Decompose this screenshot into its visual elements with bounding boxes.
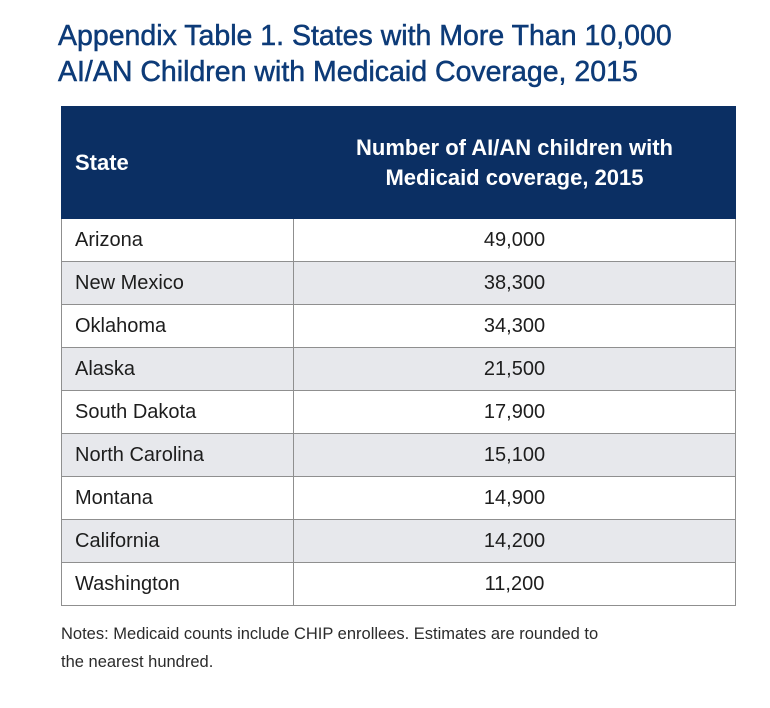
count-cell: 17,900 (293, 390, 736, 434)
table-row: Alaska 21,500 (61, 347, 736, 391)
count-cell: 34,300 (293, 304, 736, 348)
state-cell: California (61, 519, 294, 563)
notes-line-2: the nearest hundred. (61, 653, 214, 671)
state-cell: Alaska (61, 347, 294, 391)
count-cell: 38,300 (293, 261, 736, 305)
count-cell: 21,500 (293, 347, 736, 391)
count-header-line-2: Medicaid coverage, 2015 (385, 164, 644, 190)
title-line-2: AI/AN Children with Medicaid Coverage, 2… (58, 56, 638, 89)
state-cell: New Mexico (61, 261, 294, 305)
count-column-header: Number of AI/AN children with Medicaid c… (293, 106, 736, 219)
state-cell: Oklahoma (61, 304, 294, 348)
count-cell: 11,200 (293, 562, 736, 606)
state-cell: Arizona (61, 218, 294, 262)
page-title: Appendix Table 1. States with More Than … (58, 18, 758, 90)
state-cell: North Carolina (61, 433, 294, 477)
table-notes: Notes: Medicaid counts include CHIP enro… (61, 620, 741, 676)
state-column-header: State (61, 106, 294, 219)
medicaid-table: State Number of AI/AN children with Medi… (61, 106, 736, 606)
table-row: Montana 14,900 (61, 476, 736, 520)
table-header: State Number of AI/AN children with Medi… (61, 106, 736, 219)
state-cell: South Dakota (61, 390, 294, 434)
table-body: Arizona 49,000 New Mexico 38,300 Oklahom… (61, 218, 736, 606)
count-header-line-1: Number of AI/AN children with (356, 134, 673, 160)
title-line-1: Appendix Table 1. States with More Than … (58, 20, 672, 53)
state-cell: Washington (61, 562, 294, 606)
table-row: South Dakota 17,900 (61, 390, 736, 434)
count-cell: 49,000 (293, 218, 736, 262)
table-row: North Carolina 15,100 (61, 433, 736, 477)
table-row: California 14,200 (61, 519, 736, 563)
table-row: New Mexico 38,300 (61, 261, 736, 305)
count-cell: 14,900 (293, 476, 736, 520)
state-cell: Montana (61, 476, 294, 520)
count-cell: 15,100 (293, 433, 736, 477)
notes-line-1: Notes: Medicaid counts include CHIP enro… (61, 625, 599, 643)
table-row: Oklahoma 34,300 (61, 304, 736, 348)
table-row: Arizona 49,000 (61, 218, 736, 262)
header-row: State Number of AI/AN children with Medi… (61, 106, 736, 219)
table-row: Washington 11,200 (61, 562, 736, 606)
count-cell: 14,200 (293, 519, 736, 563)
